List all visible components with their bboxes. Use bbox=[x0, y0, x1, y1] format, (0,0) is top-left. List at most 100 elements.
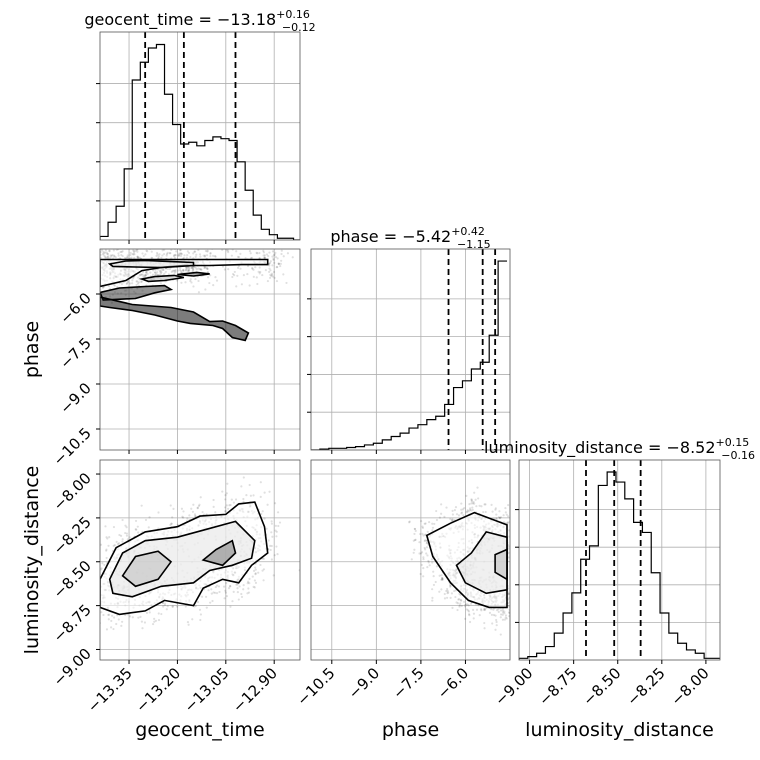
sample-point bbox=[96, 276, 98, 278]
sample-point bbox=[251, 575, 254, 578]
sample-point bbox=[140, 273, 143, 276]
sample-point bbox=[187, 251, 191, 255]
sample-point bbox=[240, 485, 243, 488]
sample-point bbox=[431, 529, 434, 532]
sample-point bbox=[145, 271, 148, 274]
x-axis-label-phase: phase bbox=[382, 719, 439, 741]
sample-point bbox=[240, 592, 243, 596]
sample-point bbox=[504, 616, 507, 619]
sample-point bbox=[275, 545, 278, 548]
sample-point bbox=[515, 595, 517, 597]
sample-point bbox=[171, 605, 174, 608]
sample-point bbox=[146, 250, 149, 253]
sample-point bbox=[267, 254, 270, 258]
sample-point bbox=[212, 505, 215, 509]
sample-point bbox=[125, 532, 129, 535]
sample-point bbox=[101, 286, 105, 289]
sample-point bbox=[492, 613, 496, 617]
sample-point bbox=[247, 591, 251, 594]
sample-point bbox=[491, 622, 494, 625]
sample-point bbox=[230, 498, 233, 501]
sample-point bbox=[163, 602, 167, 605]
sample-point bbox=[440, 503, 443, 506]
sample-point bbox=[210, 588, 213, 591]
sample-point bbox=[143, 274, 146, 277]
sample-point bbox=[155, 254, 158, 257]
sample-point bbox=[517, 597, 519, 599]
sample-point bbox=[269, 261, 272, 265]
sample-point bbox=[194, 514, 197, 518]
sample-point bbox=[112, 627, 115, 631]
sample-point bbox=[190, 266, 193, 270]
sample-point bbox=[504, 506, 507, 510]
contour-2 bbox=[494, 548, 508, 581]
sample-point bbox=[202, 243, 204, 245]
sample-point bbox=[516, 617, 518, 619]
sample-point bbox=[110, 619, 113, 623]
sample-point bbox=[262, 579, 265, 582]
sample-point bbox=[483, 503, 486, 506]
sample-point bbox=[165, 252, 169, 256]
sample-point bbox=[133, 251, 136, 254]
sample-point bbox=[512, 538, 514, 540]
sample-point bbox=[455, 513, 459, 516]
sample-point bbox=[227, 507, 230, 510]
sample-point bbox=[156, 253, 159, 256]
sample-point bbox=[161, 268, 165, 271]
sample-point bbox=[225, 595, 228, 598]
sample-point bbox=[115, 249, 118, 251]
sample-point bbox=[239, 267, 242, 270]
sample-point bbox=[130, 256, 133, 259]
sample-point bbox=[432, 583, 436, 587]
sample-point bbox=[176, 279, 179, 282]
sample-point bbox=[169, 504, 172, 507]
sample-point bbox=[146, 272, 149, 276]
sample-point bbox=[91, 260, 93, 262]
sample-point bbox=[190, 241, 192, 243]
sample-point bbox=[199, 496, 202, 499]
sample-point bbox=[195, 268, 198, 271]
sample-point bbox=[132, 249, 135, 252]
sample-point bbox=[246, 272, 249, 276]
sample-point bbox=[113, 255, 116, 258]
sample-point bbox=[138, 274, 141, 277]
title-luminosity_distance: luminosity_distance = −8.52+0.15 −0.16 bbox=[484, 436, 755, 462]
sample-point bbox=[506, 521, 509, 525]
sample-point bbox=[443, 592, 446, 596]
sample-point bbox=[245, 246, 247, 248]
sample-point bbox=[459, 598, 462, 602]
sample-point bbox=[464, 603, 467, 606]
sample-point bbox=[188, 243, 190, 245]
sample-point bbox=[225, 504, 228, 507]
sample-point bbox=[132, 277, 135, 280]
sample-point bbox=[451, 518, 454, 521]
sample-point bbox=[199, 613, 202, 616]
sample-point bbox=[100, 543, 103, 546]
sample-point bbox=[227, 587, 231, 590]
x-axis-label-luminosity_distance: luminosity_distance bbox=[525, 719, 714, 741]
sample-point bbox=[215, 592, 219, 595]
sample-point bbox=[511, 630, 513, 632]
sample-point bbox=[425, 552, 428, 555]
panel-frame-2-0 bbox=[99, 459, 301, 661]
sample-point bbox=[158, 246, 160, 248]
sample-point bbox=[117, 252, 120, 255]
sample-point bbox=[514, 587, 516, 589]
sample-point bbox=[254, 581, 258, 584]
y-tick-label: −8.50 bbox=[50, 557, 95, 602]
sample-point bbox=[426, 554, 429, 557]
sample-point bbox=[432, 575, 435, 578]
x-tick-label: −8.25 bbox=[623, 664, 668, 709]
sample-point bbox=[460, 512, 463, 515]
sample-point bbox=[113, 544, 116, 547]
sample-point bbox=[103, 563, 106, 567]
sample-point bbox=[95, 260, 97, 262]
sample-point bbox=[446, 589, 449, 592]
sample-point bbox=[424, 548, 427, 551]
sample-point bbox=[95, 267, 97, 269]
sample-point bbox=[109, 626, 113, 629]
sample-point bbox=[223, 597, 226, 600]
sample-point bbox=[229, 503, 232, 507]
sample-point bbox=[120, 253, 123, 257]
sample-point bbox=[85, 263, 87, 265]
